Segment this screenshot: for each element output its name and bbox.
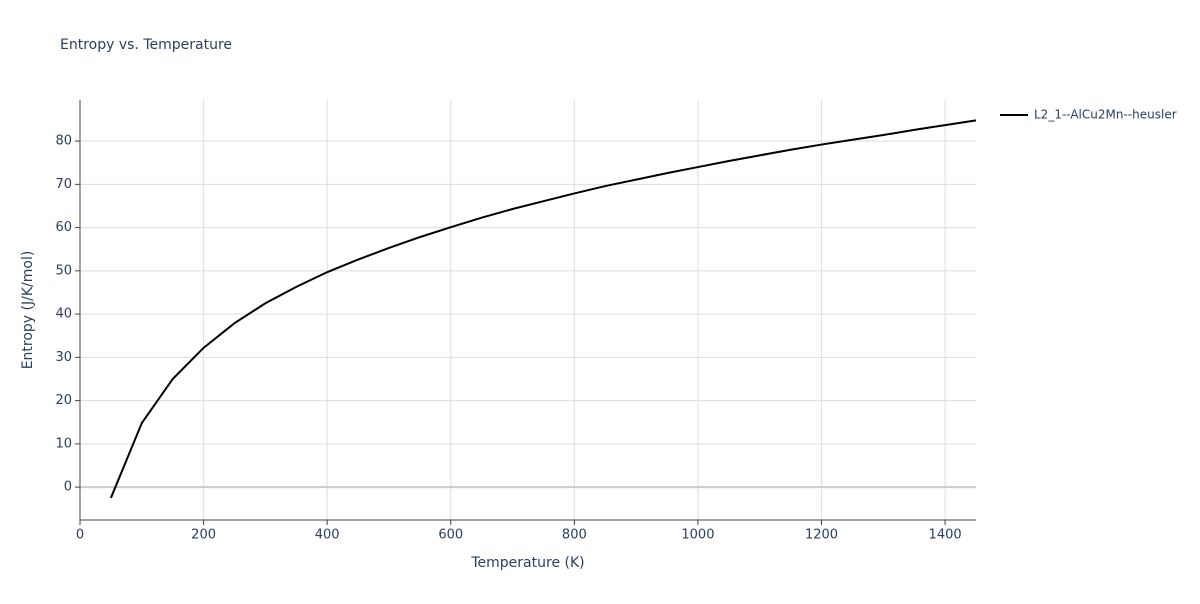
x-tick-label: 0 — [76, 528, 84, 543]
y-tick-label: 40 — [55, 307, 72, 322]
y-tick-label: 0 — [64, 480, 72, 495]
series-line — [109, 119, 977, 499]
legend-label: L2_1--AlCu2Mn--heusler — [1034, 108, 1177, 122]
y-tick-label: 70 — [55, 177, 72, 192]
y-tick-label: 20 — [55, 393, 72, 408]
x-tick-label: 1000 — [681, 528, 714, 543]
x-tick-label: 1400 — [929, 528, 962, 543]
x-tick-label: 400 — [315, 528, 340, 543]
x-axis-label: Temperature (K) — [470, 555, 584, 571]
y-tick-label: 50 — [55, 263, 72, 278]
x-tick-label: 600 — [438, 528, 463, 543]
x-tick-label: 200 — [191, 528, 216, 543]
y-tick-label: 80 — [55, 134, 72, 149]
y-tick-label: 60 — [55, 220, 72, 235]
x-tick-label: 800 — [562, 528, 587, 543]
y-tick-label: 30 — [55, 350, 72, 365]
y-axis-label: Entropy (J/K/mol) — [20, 251, 36, 370]
chart-title: Entropy vs. Temperature — [60, 37, 232, 53]
y-tick-label: 10 — [55, 436, 72, 451]
x-tick-label: 1200 — [805, 528, 838, 543]
